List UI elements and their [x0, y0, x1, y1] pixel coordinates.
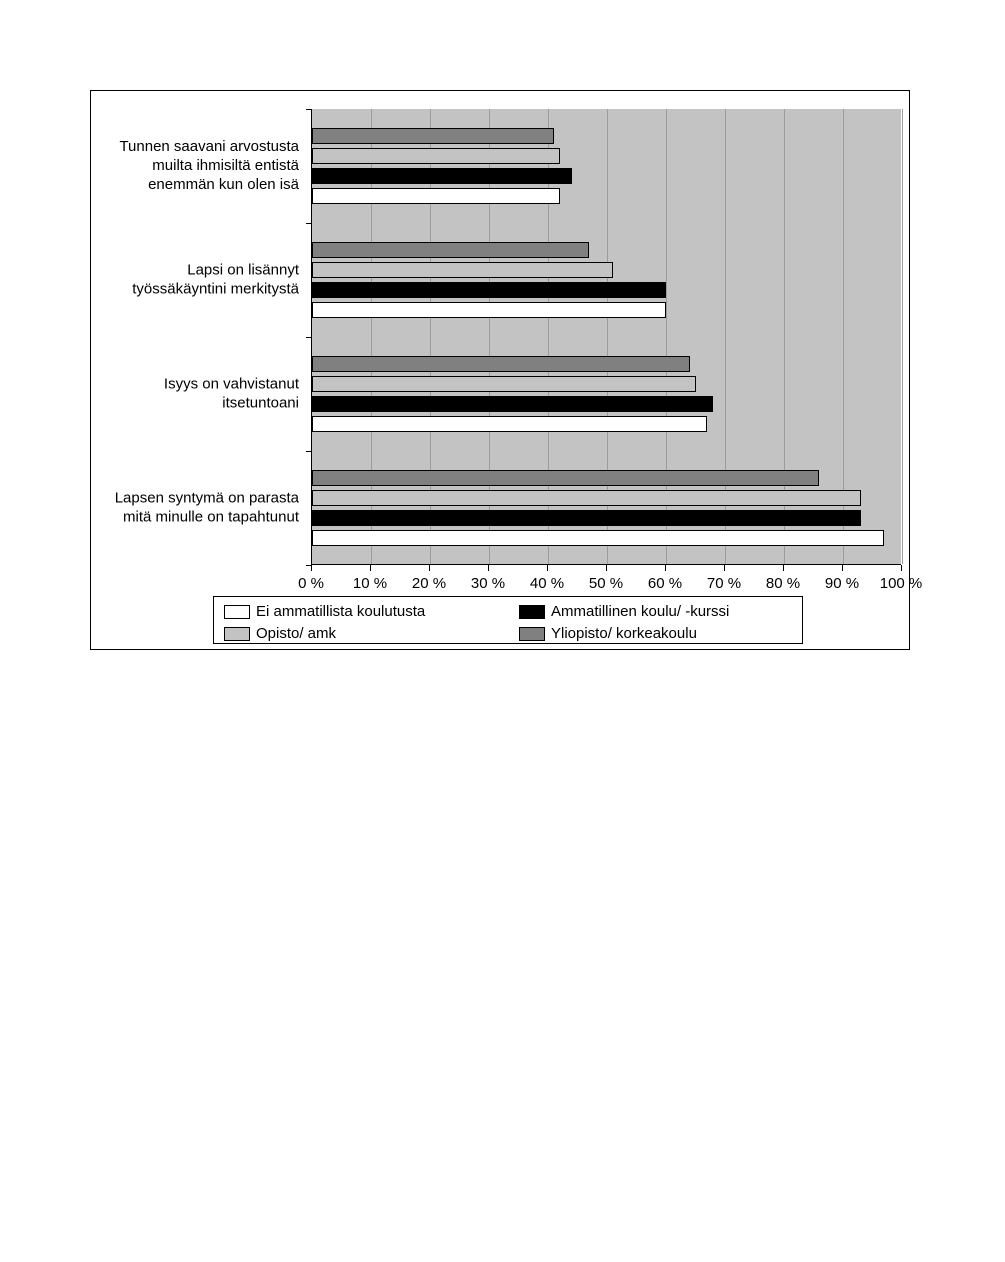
bar-ei [312, 188, 560, 204]
legend-label: Ei ammatillista koulutusta [256, 603, 425, 620]
category-label: Tunnen saavani arvostusta muilta ihmisil… [99, 138, 299, 194]
bar-yliopisto [312, 128, 554, 144]
x-axis-label: 30 % [471, 575, 505, 592]
y-group-tick [306, 337, 312, 338]
bar-ammatillinen [312, 510, 861, 526]
x-tick [370, 565, 371, 571]
bar-ei [312, 530, 884, 546]
category-label: Isyys on vahvistanut itsetuntoani [99, 375, 299, 413]
bar-yliopisto [312, 356, 690, 372]
legend-item-ei: Ei ammatillista koulutusta [224, 603, 425, 620]
x-axis-label: 100 % [880, 575, 923, 592]
legend-swatch [519, 627, 545, 641]
bar-opisto [312, 490, 861, 506]
legend-swatch [224, 627, 250, 641]
x-tick [901, 565, 902, 571]
legend-swatch [224, 605, 250, 619]
bar-ei [312, 416, 707, 432]
bar-ammatillinen [312, 396, 713, 412]
plot-area [311, 109, 901, 565]
chart-frame: Ei ammatillista koulutusta Ammatillinen k… [90, 90, 910, 650]
legend-swatch [519, 605, 545, 619]
y-group-tick [306, 109, 312, 110]
x-axis-label: 80 % [766, 575, 800, 592]
y-group-tick [306, 223, 312, 224]
x-tick [488, 565, 489, 571]
category-label: Lapsen syntymä on parasta mitä minulle o… [99, 489, 299, 527]
x-tick [842, 565, 843, 571]
gridline [902, 109, 903, 564]
x-tick [665, 565, 666, 571]
x-tick [783, 565, 784, 571]
legend-item-opisto: Opisto/ amk [224, 625, 336, 642]
legend-label: Yliopisto/ korkeakoulu [551, 625, 697, 642]
bar-ammatillinen [312, 168, 572, 184]
x-axis-label: 50 % [589, 575, 623, 592]
category-label: Lapsi on lisännyt työssäkäyntini merkity… [99, 261, 299, 299]
page: Ei ammatillista koulutusta Ammatillinen k… [0, 0, 1005, 1262]
x-axis-label: 40 % [530, 575, 564, 592]
x-tick [547, 565, 548, 571]
x-tick [429, 565, 430, 571]
x-axis-label: 90 % [825, 575, 859, 592]
x-axis-label: 0 % [298, 575, 324, 592]
legend-label: Opisto/ amk [256, 625, 336, 642]
bar-yliopisto [312, 470, 819, 486]
x-axis-label: 60 % [648, 575, 682, 592]
x-tick [311, 565, 312, 571]
bar-yliopisto [312, 242, 589, 258]
legend-item-yliopisto: Yliopisto/ korkeakoulu [519, 625, 697, 642]
y-group-tick [306, 451, 312, 452]
legend-box: Ei ammatillista koulutusta Ammatillinen k… [213, 596, 803, 644]
x-axis-label: 10 % [353, 575, 387, 592]
bar-ammatillinen [312, 282, 666, 298]
bar-opisto [312, 148, 560, 164]
x-axis-label: 70 % [707, 575, 741, 592]
x-axis-label: 20 % [412, 575, 446, 592]
x-tick [724, 565, 725, 571]
legend-item-ammatillinen: Ammatillinen koulu/ -kurssi [519, 603, 729, 620]
bar-opisto [312, 262, 613, 278]
bar-opisto [312, 376, 696, 392]
x-tick [606, 565, 607, 571]
bar-ei [312, 302, 666, 318]
legend-label: Ammatillinen koulu/ -kurssi [551, 603, 729, 620]
